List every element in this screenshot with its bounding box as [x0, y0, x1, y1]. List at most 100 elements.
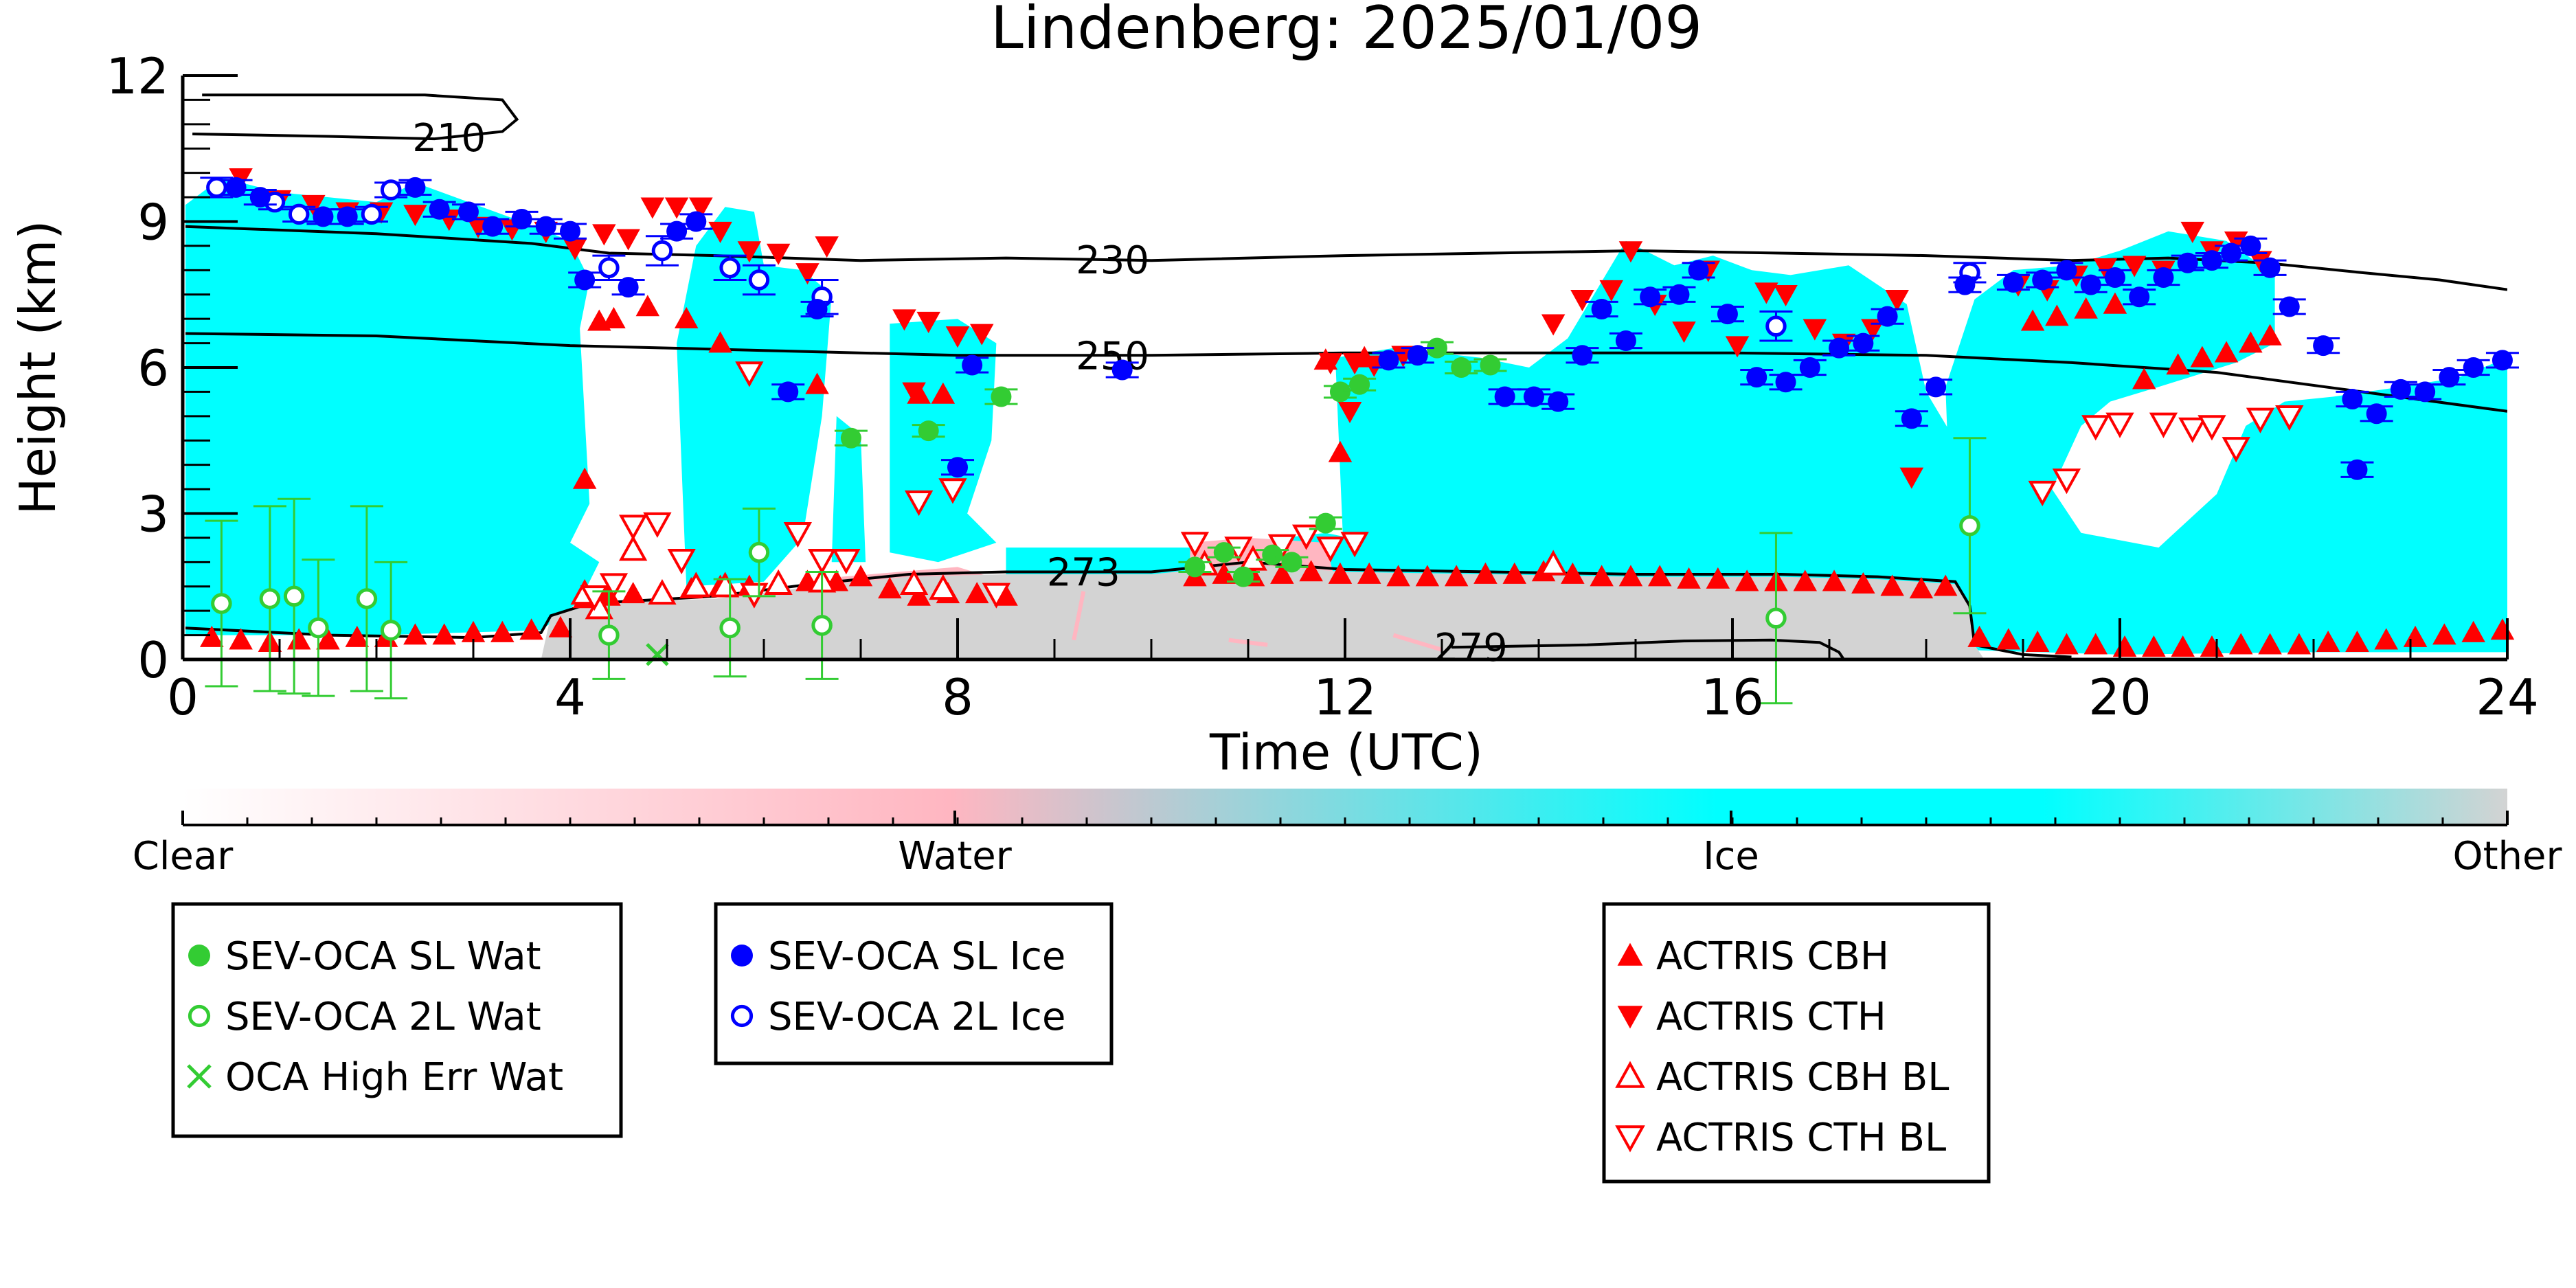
point-sev-oca-2l-ice — [651, 240, 673, 262]
colorbar-label: Water — [898, 834, 1013, 879]
point-sev-oca-2l-ice — [206, 177, 227, 199]
point-actris-cth — [970, 324, 994, 346]
point-actris-cth — [1774, 284, 1798, 306]
x-tick-label: 16 — [1701, 668, 1764, 726]
legend-marker-actris-cth — [1617, 1006, 1643, 1029]
point-actris-cbh — [2374, 628, 2398, 650]
point-actris-cth — [1342, 353, 1367, 375]
y-tick-label: 3 — [137, 486, 169, 543]
point-sev-oca-2l-wat — [380, 620, 402, 641]
colorbar-label: Ice — [1703, 834, 1759, 879]
point-actris-cth — [2180, 221, 2204, 243]
point-actris-cth — [616, 229, 640, 251]
point-sev-oca-sl-wat — [1281, 552, 1302, 573]
legend-label-sev-oca-sl-ice: SEV-OCA SL Ice — [768, 934, 1065, 979]
point-sev-oca-sl-ice — [1591, 299, 1612, 319]
point-actris-cth — [1337, 401, 1362, 423]
point-actris-cbh — [907, 584, 931, 606]
point-actris-cth — [815, 236, 839, 258]
point-sev-oca-sl-ice — [1853, 332, 1874, 354]
point-actris-cth — [892, 309, 916, 331]
contour-label-210: 210 — [412, 116, 486, 161]
point-actris-cbh-bl — [929, 574, 958, 600]
point-actris-cth-bl — [599, 573, 629, 599]
legend-label-sev-oca-sl-wat: SEV-OCA SL Wat — [225, 934, 541, 979]
point-actris-cth-bl — [2178, 417, 2207, 443]
point-actris-cbh — [1648, 565, 1672, 587]
point-actris-cbh-bl — [619, 535, 648, 561]
point-sev-oca-2l-ice — [380, 179, 402, 201]
point-actris-cbh — [2258, 324, 2282, 346]
legend-marker-sev-oca-2l-ice — [730, 1004, 754, 1028]
other-layer — [541, 564, 1985, 659]
point-actris-cth — [403, 205, 427, 227]
point-actris-cth — [640, 197, 665, 219]
y-axis-label: Height (km) — [9, 221, 67, 515]
point-actris-cbh — [2190, 346, 2215, 368]
point-actris-cbh — [572, 467, 597, 489]
x-axis-label: Time (UTC) — [1209, 723, 1483, 781]
point-actris-cbh — [1270, 562, 1294, 584]
point-sev-oca-2l-wat — [356, 588, 378, 609]
point-actris-cth — [1885, 290, 1909, 312]
point-actris-cth — [1318, 353, 1343, 375]
series-sev-oca-2l-ice — [200, 177, 1987, 342]
point-actris-cth — [1803, 319, 1827, 341]
point-actris-cbh-bl — [764, 569, 793, 596]
point-actris-cbh — [2171, 635, 2195, 657]
point-sev-oca-sl-ice — [1925, 376, 1947, 398]
legend-label-sev-oca-2l-wat: SEV-OCA 2L Wat — [225, 995, 541, 1039]
point-actris-cth — [664, 197, 689, 219]
point-sev-oca-sl-ice — [1378, 350, 1399, 371]
point-actris-cbh — [1933, 574, 1958, 596]
point-actris-cbh — [848, 565, 873, 587]
legend-marker-sev-oca-2l-wat — [188, 1004, 211, 1028]
point-sev-oca-sl-wat — [1262, 544, 1283, 565]
point-actris-cbh — [2132, 368, 2156, 389]
legend-label-actris-cth-bl: ACTRIS CTH BL — [1656, 1116, 1946, 1160]
point-actris-cth-bl — [807, 548, 837, 575]
point-sev-oca-sl-wat — [1329, 381, 1351, 403]
legend-label-actris-cbh: ACTRIS CBH — [1656, 934, 1889, 979]
point-sev-oca-sl-ice — [2415, 381, 2436, 403]
point-actris-cth-bl — [1316, 536, 1345, 563]
point-actris-cbh — [2200, 635, 2224, 657]
point-actris-cbh-bl — [1539, 550, 1568, 576]
point-actris-cth-bl — [2197, 415, 2226, 441]
series-sev-oca-sl-wat — [834, 337, 1507, 587]
point-actris-cth-bl — [2149, 412, 2178, 438]
point-sev-oca-sl-ice — [2153, 267, 2174, 288]
point-actris-cbh — [1561, 562, 1585, 584]
point-actris-cth-bl — [643, 512, 672, 539]
point-sev-oca-sl-ice — [2259, 257, 2281, 278]
point-sev-oca-sl-ice — [2129, 286, 2150, 308]
point-actris-cbh — [1415, 565, 1440, 587]
legend-box-1: SEV-OCA SL Wat SEV-OCA 2L Wat OCA High Err… — [171, 902, 623, 1138]
point-actris-cth-bl — [740, 583, 769, 609]
point-actris-cbh — [1706, 567, 1730, 589]
point-sev-oca-sl-ice — [1717, 304, 1738, 325]
point-actris-cth — [2248, 251, 2272, 273]
point-actris-cth-bl — [1180, 532, 1210, 558]
point-actris-cbh — [229, 628, 253, 650]
ice-block-2 — [677, 207, 832, 587]
point-sev-oca-sl-ice — [482, 216, 504, 237]
point-actris-cth-bl — [783, 522, 812, 548]
point-sev-oca-sl-ice — [405, 177, 426, 198]
plot-axes: 0 4 8 12 16 20 24 0 3 6 9 12 — [106, 47, 2538, 726]
y-tick-label: 9 — [137, 194, 169, 251]
point-actris-cth — [1618, 241, 1643, 263]
point-sev-oca-sl-ice — [1775, 372, 1796, 393]
point-actris-cth — [689, 197, 713, 219]
point-actris-cbh — [602, 306, 626, 328]
point-sev-oca-sl-ice — [337, 206, 358, 227]
point-sev-oca-sl-ice — [2104, 267, 2125, 288]
legend-frame — [1602, 902, 1991, 1184]
water-streak — [1072, 591, 1086, 641]
legend-marker-actris-cbh-bl — [1615, 1061, 1645, 1088]
point-actris-cbh — [1880, 574, 1904, 596]
point-sev-oca-sl-ice — [778, 381, 799, 403]
colorbar-label: Clear — [133, 834, 234, 879]
point-sev-oca-2l-wat — [308, 617, 329, 639]
point-actris-cbh — [1386, 565, 1410, 587]
